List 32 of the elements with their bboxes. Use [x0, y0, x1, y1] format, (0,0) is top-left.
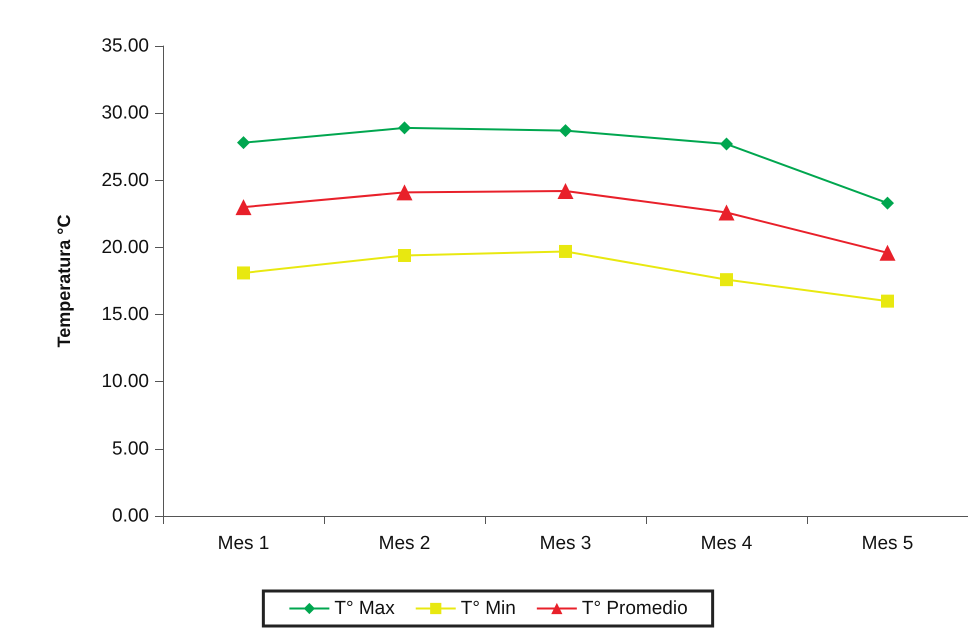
x-tick-label: Mes 5 [862, 533, 914, 554]
y-tick-label: 5.00 [112, 438, 149, 460]
point [558, 183, 574, 200]
point [720, 273, 733, 286]
y-tick-label: 0.00 [112, 506, 149, 526]
point [718, 204, 734, 221]
point [237, 136, 250, 150]
y-tick-label: 20.00 [101, 236, 149, 258]
y-tick-label: 35.00 [101, 36, 149, 56]
y-tick-label: 15.00 [101, 304, 149, 326]
legend-label: T° Min [460, 598, 516, 619]
y-axis-title: Temperatura °C [54, 214, 74, 348]
point [720, 138, 733, 151]
x-tick-label: Mes 1 [218, 533, 270, 554]
legend-label: T° Max [334, 598, 396, 619]
x-tick-label: Mes 2 [378, 533, 430, 554]
point [398, 121, 411, 134]
y-tick-label: 10.00 [101, 371, 149, 392]
legend-label: T° Promedio [582, 598, 688, 619]
point [880, 244, 896, 261]
y-tick-label: 30.00 [101, 102, 149, 124]
point [559, 244, 572, 258]
point [559, 124, 572, 138]
point [881, 196, 894, 210]
point [881, 294, 894, 308]
point [237, 266, 250, 280]
point [396, 184, 412, 200]
x-tick-label: Mes 3 [540, 533, 592, 554]
x-tick-label: Mes 4 [700, 533, 753, 554]
y-tick-label: 25.00 [101, 170, 149, 191]
point [398, 248, 411, 262]
point [236, 199, 252, 216]
